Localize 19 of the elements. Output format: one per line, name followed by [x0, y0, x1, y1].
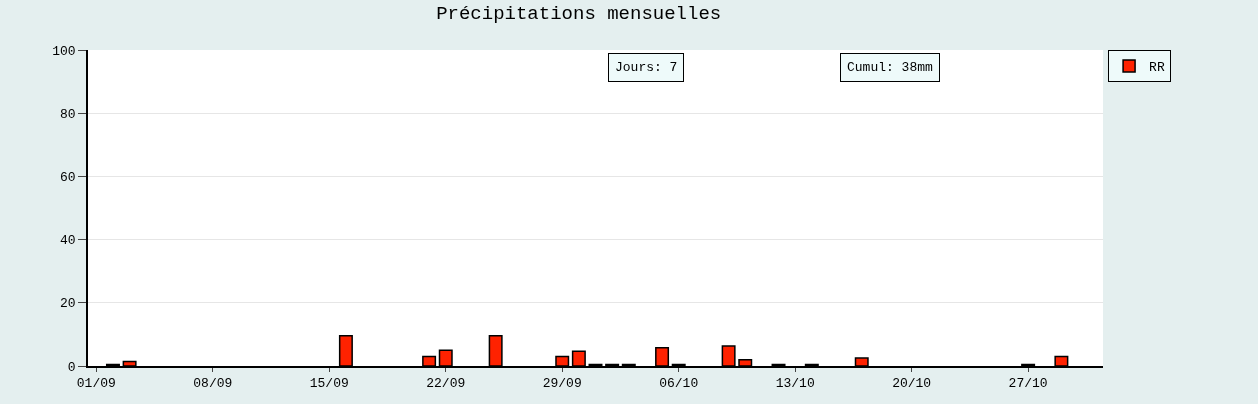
- chart-title: Précipitations mensuelles: [436, 3, 722, 26]
- y-tick-label: 40: [60, 233, 76, 249]
- y-tick-label: 80: [60, 106, 76, 122]
- y-tick-label: 60: [60, 169, 76, 185]
- y-tick-label: 100: [52, 43, 76, 59]
- x-tick-label: 20/10: [892, 376, 932, 392]
- x-tick-label: 13/10: [775, 376, 815, 392]
- legend-label: RR: [1149, 60, 1165, 76]
- y-tick-label: 0: [67, 359, 76, 375]
- x-tick-label: 01/09: [76, 376, 116, 392]
- annotation: Jours: 7: [615, 60, 678, 75]
- annotation: Cumul: 38mm: [847, 60, 934, 75]
- x-tick-label: 22/09: [426, 376, 466, 392]
- x-tick-label: 08/09: [193, 376, 233, 392]
- x-tick-label: 29/09: [542, 376, 582, 392]
- x-tick-label: 27/10: [1008, 376, 1048, 392]
- x-tick-label: 06/10: [659, 376, 699, 392]
- x-tick-label: 15/09: [309, 376, 349, 392]
- y-tick-label: 20: [60, 296, 76, 312]
